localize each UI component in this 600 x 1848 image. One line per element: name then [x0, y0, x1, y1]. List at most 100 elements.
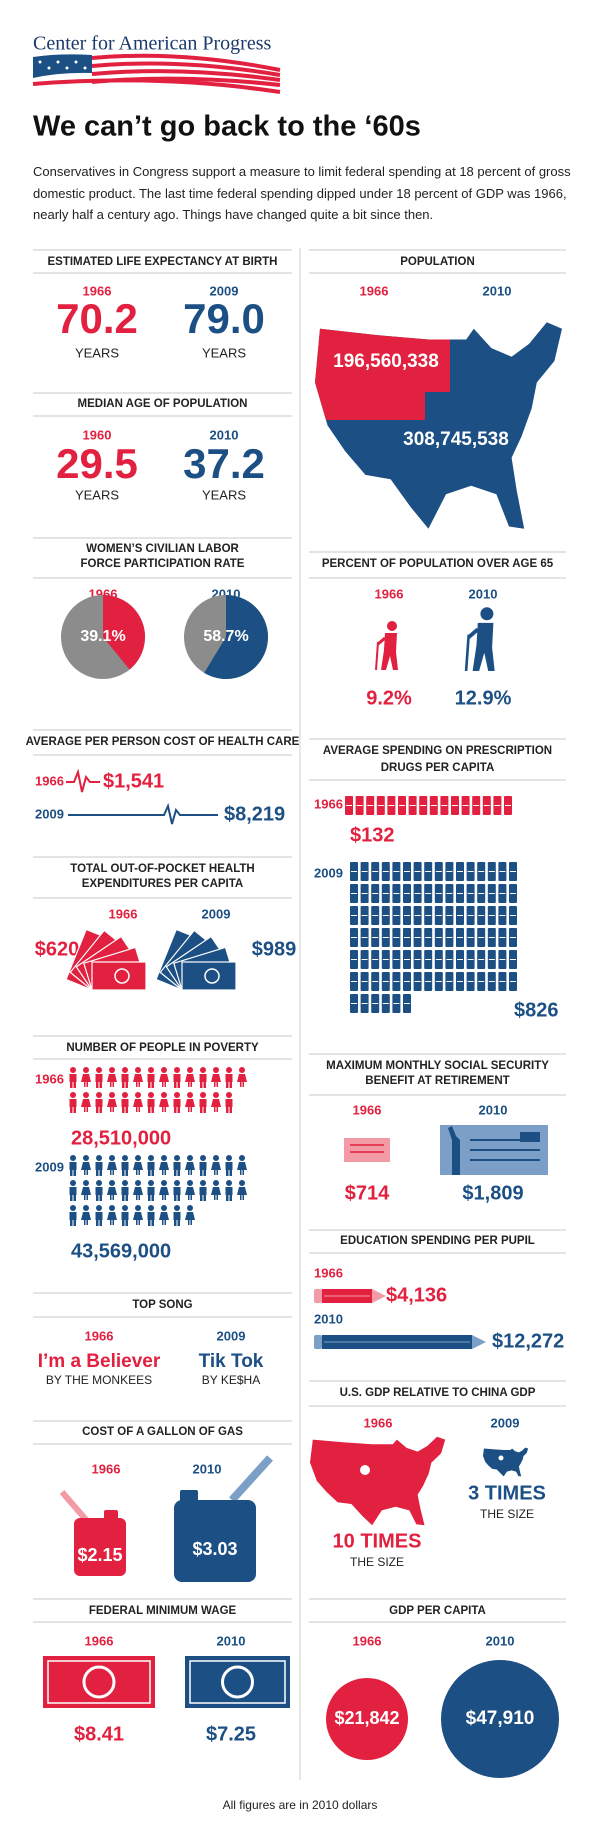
person-head: [239, 1155, 245, 1161]
person-body: [69, 1099, 77, 1113]
china-marker: [498, 1455, 504, 1461]
flag-star: [56, 60, 60, 64]
person-body: [69, 1212, 77, 1226]
person-body: [69, 1187, 77, 1201]
pencil-tip: [472, 1335, 486, 1349]
person-head: [187, 1067, 193, 1073]
person-head: [109, 1180, 115, 1186]
gas-spout: [229, 1455, 273, 1503]
person-body: [173, 1162, 181, 1176]
person-body: [225, 1162, 233, 1176]
person-body: [147, 1212, 155, 1226]
person-head: [70, 1180, 76, 1186]
person-body: [159, 1212, 169, 1225]
elder-body: [472, 622, 495, 671]
person-head: [213, 1155, 219, 1161]
person-body: [211, 1099, 221, 1112]
person-body: [237, 1074, 247, 1087]
person-head: [109, 1155, 115, 1161]
unit-label: YEARS: [202, 487, 246, 502]
person-body: [199, 1099, 207, 1113]
year-label: 1966: [85, 1328, 114, 1343]
person-head: [135, 1205, 141, 1211]
section-title: ESTIMATED LIFE EXPECTANCY AT BIRTH: [47, 256, 277, 268]
person-head: [135, 1155, 141, 1161]
person-head: [96, 1180, 102, 1186]
person-body: [173, 1099, 181, 1113]
person-body: [107, 1099, 117, 1112]
year-label: 2009: [35, 806, 64, 821]
section-title: GDP PER CAPITA: [389, 1605, 486, 1617]
person-body: [107, 1187, 117, 1200]
person-body: [133, 1187, 143, 1200]
person-body: [185, 1162, 195, 1175]
year-label: 1966: [109, 906, 138, 921]
person-body: [173, 1212, 181, 1226]
person-body: [121, 1162, 129, 1176]
pencil-eraser: [314, 1289, 322, 1303]
value-label: $3.03: [192, 1539, 237, 1559]
section-title: WOMEN’S CIVILIAN LABOR: [86, 543, 239, 555]
flag-stripe: [91, 53, 281, 72]
person-head: [161, 1155, 167, 1161]
person-body: [211, 1187, 221, 1200]
person-head: [109, 1067, 115, 1073]
year-label: 1966: [314, 1265, 343, 1280]
person-head: [213, 1180, 219, 1186]
person-head: [187, 1180, 193, 1186]
bill-seal: [221, 1665, 254, 1699]
person-body: [237, 1162, 247, 1175]
person-head: [200, 1092, 206, 1098]
person-head: [239, 1067, 245, 1073]
value-label: $620: [35, 938, 80, 960]
bill-border: [189, 1660, 286, 1704]
person-head: [200, 1067, 206, 1073]
section-title: COST OF A GALLON OF GAS: [82, 1426, 243, 1438]
unit-label: YEARS: [202, 345, 246, 360]
unit-label: YEARS: [75, 345, 119, 360]
person-head: [200, 1155, 206, 1161]
check: [344, 1138, 390, 1162]
flag-stripe: [32, 78, 281, 94]
statue: [448, 1126, 460, 1175]
year-label: 2009: [202, 906, 231, 921]
person-body: [211, 1162, 221, 1175]
value-label: 28,510,000: [71, 1127, 171, 1149]
person-head: [174, 1180, 180, 1186]
flag-stripe: [91, 69, 281, 82]
value-label: $12,272: [492, 1330, 564, 1352]
person-body: [225, 1187, 233, 1201]
person-head: [135, 1180, 141, 1186]
person-body: [185, 1099, 195, 1112]
elder-head: [480, 607, 494, 621]
year-label: 1966: [353, 1633, 382, 1648]
unit-label: YEARS: [75, 487, 119, 502]
value-label: $714: [345, 1182, 390, 1204]
year-label: 2010: [217, 1633, 246, 1648]
person-body: [159, 1099, 169, 1112]
year-label: 1966: [35, 773, 64, 788]
gas-can: [74, 1518, 126, 1576]
person-head: [174, 1092, 180, 1098]
section-title: U.S. GDP RELATIVE TO CHINA GDP: [340, 1387, 536, 1399]
value-label: 10 TIMES: [333, 1530, 422, 1552]
person-body: [133, 1099, 143, 1112]
value-label: 9.2%: [366, 687, 412, 709]
person-body: [69, 1162, 77, 1176]
person-head: [70, 1205, 76, 1211]
person-head: [109, 1205, 115, 1211]
section-title: TOTAL OUT-OF-POCKET HEALTH: [70, 863, 254, 875]
person-head: [148, 1067, 154, 1073]
person-head: [83, 1067, 89, 1073]
value-label: $7.25: [206, 1723, 256, 1745]
person-body: [237, 1187, 247, 1200]
year-label: 2010: [210, 427, 239, 442]
year-label: 2010: [314, 1311, 343, 1326]
value-label: 196,560,338: [333, 351, 439, 372]
person-body: [147, 1187, 155, 1201]
person-head: [226, 1067, 232, 1073]
person-body: [159, 1074, 169, 1087]
value-label: $4,136: [386, 1284, 447, 1306]
person-head: [226, 1180, 232, 1186]
